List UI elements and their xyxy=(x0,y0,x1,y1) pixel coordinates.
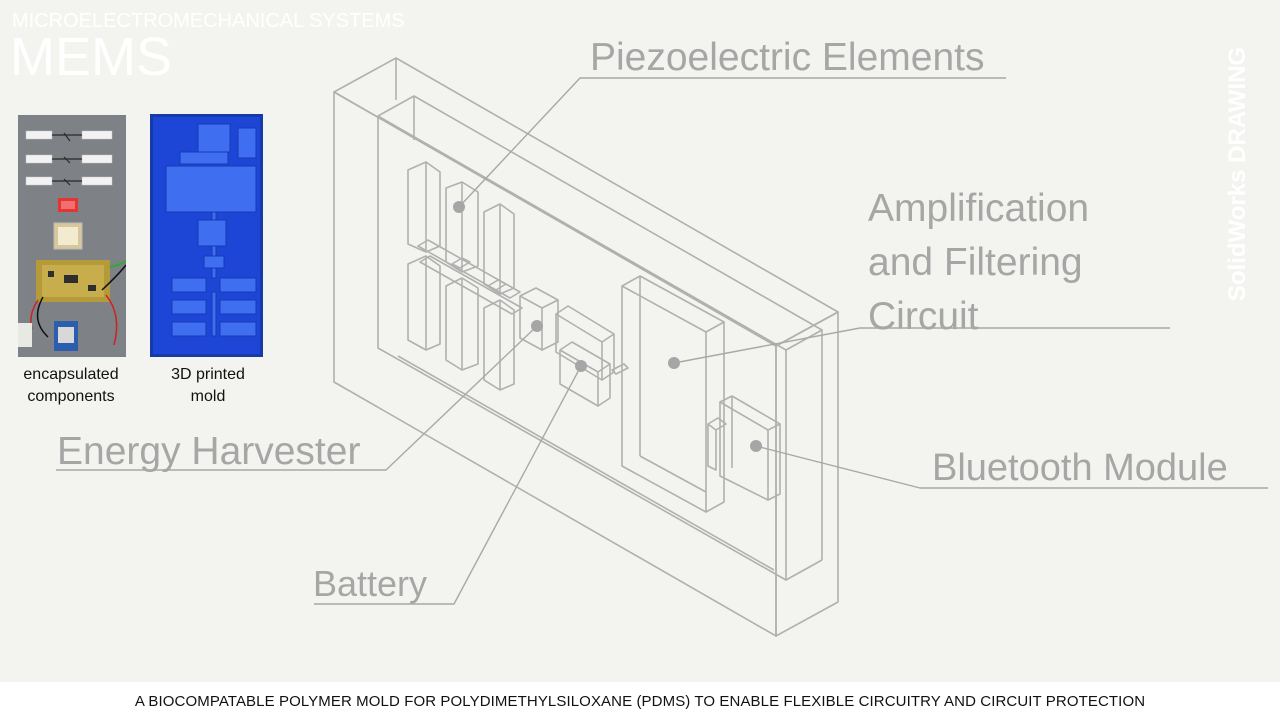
inner-cavity xyxy=(377,95,823,581)
bluetooth-module-box xyxy=(707,395,781,501)
leader-lines xyxy=(56,77,1268,605)
energy-harvester-connectors xyxy=(417,239,523,315)
amp-label-line3: Circuit xyxy=(868,295,979,338)
3d-printed-mold-label: 3D printed mold xyxy=(143,364,273,408)
piezo-dot xyxy=(453,201,465,213)
bluetooth-module-label: Bluetooth Module xyxy=(932,447,1228,489)
photo-label-line1: encapsulated xyxy=(23,366,119,383)
battery-leader xyxy=(314,365,582,605)
energy-dot xyxy=(531,320,543,332)
bluetooth-leader xyxy=(755,445,1268,489)
header-title: MEMS xyxy=(10,27,172,87)
bluetooth-dot xyxy=(750,440,762,452)
encapsulated-components-photo xyxy=(18,115,126,357)
energy-leader xyxy=(56,325,538,471)
amp-label-line1: Amplification xyxy=(868,187,1090,230)
energy-harvester-label: Energy Harvester xyxy=(57,430,361,473)
mold-photo-art xyxy=(150,114,263,357)
amp-dot xyxy=(668,357,680,369)
photo-label-line1: 3D printed xyxy=(171,366,245,383)
photo-label-line2: components xyxy=(27,388,115,405)
amplification-circuit-label: Amplification and Filtering Circuit xyxy=(868,182,1168,344)
leader-dots xyxy=(453,201,762,452)
footer-caption: A BIOCOMPATABLE POLYMER MOLD FOR POLYDIM… xyxy=(134,692,1146,710)
footer: A BIOCOMPATABLE POLYMER MOLD FOR POLYDIM… xyxy=(0,682,1280,720)
piezoelectric-elements xyxy=(407,161,515,391)
photo-label-line2: mold xyxy=(190,388,226,405)
solidworks-drawing-label: SolidWorks DRAWING xyxy=(1224,46,1251,302)
solidworks-drawing xyxy=(56,57,1268,637)
amplification-circuit-box xyxy=(621,275,725,513)
battery-box xyxy=(555,305,629,407)
slide: MICROELECTROMECHANICAL SYSTEMS MEMS xyxy=(0,0,1280,682)
header-subtitle: MICROELECTROMECHANICAL SYSTEMS xyxy=(12,10,405,32)
3d-printed-mold-photo xyxy=(150,114,263,357)
energy-harvester-box xyxy=(519,287,559,351)
components-photo-art xyxy=(18,115,126,357)
outer-housing xyxy=(333,57,839,637)
battery-label: Battery xyxy=(313,563,428,604)
amp-label-line2: and Filtering xyxy=(868,241,1083,284)
battery-dot xyxy=(575,360,587,372)
piezoelectric-elements-label: Piezoelectric Elements xyxy=(590,36,985,79)
piezo-leader xyxy=(458,77,1006,208)
amp-leader xyxy=(673,327,1170,364)
encapsulated-components-label: encapsulated components xyxy=(6,364,136,408)
